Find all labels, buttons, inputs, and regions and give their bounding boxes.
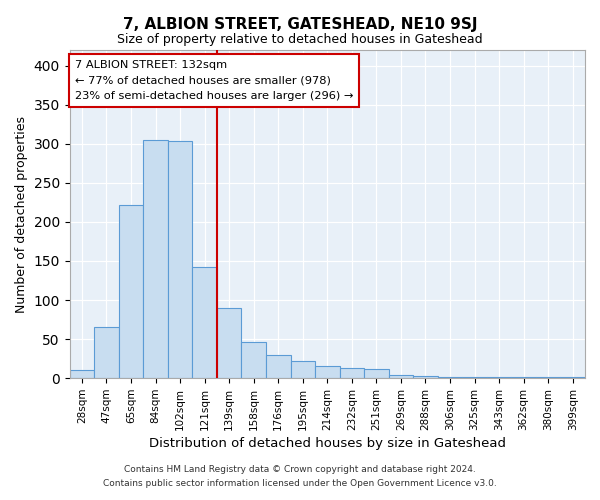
- Bar: [217, 308, 241, 378]
- Bar: [241, 342, 266, 378]
- Bar: [290, 361, 315, 378]
- Text: 7, ALBION STREET, GATESHEAD, NE10 9SJ: 7, ALBION STREET, GATESHEAD, NE10 9SJ: [123, 18, 477, 32]
- Bar: [315, 366, 340, 378]
- Bar: [119, 204, 143, 378]
- Bar: [438, 376, 462, 378]
- Bar: [94, 328, 119, 378]
- Text: 7 ALBION STREET: 132sqm
← 77% of detached houses are smaller (978)
23% of semi-d: 7 ALBION STREET: 132sqm ← 77% of detache…: [75, 60, 353, 101]
- Bar: [168, 142, 193, 378]
- Y-axis label: Number of detached properties: Number of detached properties: [15, 116, 28, 312]
- Bar: [266, 355, 290, 378]
- Bar: [340, 368, 364, 378]
- Bar: [413, 376, 438, 378]
- Text: Size of property relative to detached houses in Gateshead: Size of property relative to detached ho…: [117, 32, 483, 46]
- X-axis label: Distribution of detached houses by size in Gateshead: Distribution of detached houses by size …: [149, 437, 506, 450]
- Text: Contains HM Land Registry data © Crown copyright and database right 2024.
Contai: Contains HM Land Registry data © Crown c…: [103, 466, 497, 487]
- Bar: [70, 370, 94, 378]
- Bar: [364, 369, 389, 378]
- Bar: [389, 375, 413, 378]
- Bar: [193, 267, 217, 378]
- Bar: [143, 140, 168, 378]
